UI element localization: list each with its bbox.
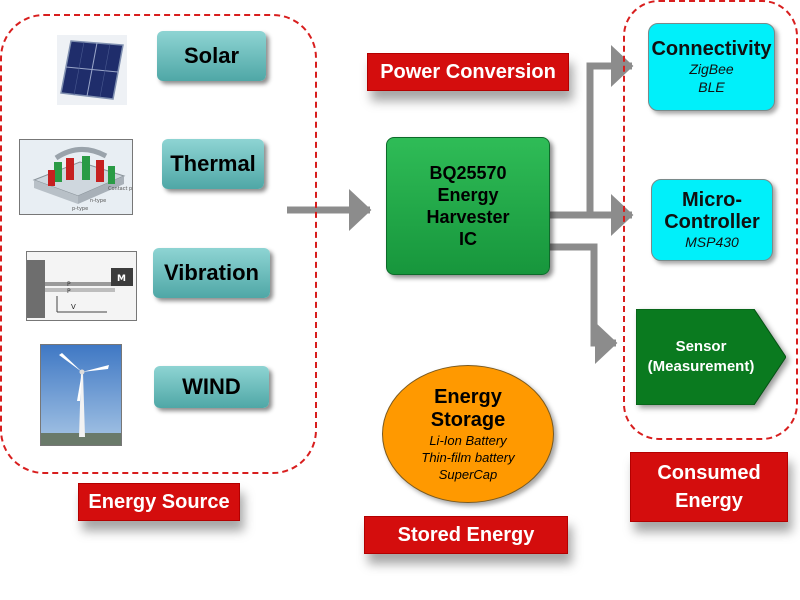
source-wind: WIND — [154, 366, 269, 408]
wind-turbine-image — [40, 344, 122, 446]
stored-energy-text: Stored Energy — [397, 523, 535, 546]
consumed-energy-line-2: Energy — [675, 490, 743, 512]
connectivity-ble: BLE — [698, 79, 725, 95]
storage-item-li-ion: Li-Ion Battery — [429, 432, 507, 448]
source-solar: Solar — [157, 31, 266, 81]
consumed-energy-group — [623, 0, 798, 440]
sensor-line-1: Sensor — [675, 338, 727, 355]
stored-energy-label: Stored Energy — [364, 516, 568, 554]
storage-title-1: Energy — [434, 385, 502, 408]
source-wind-label: WIND — [182, 374, 241, 399]
energy-storage-ellipse: Energy Storage Li-Ion Battery Thin-film … — [382, 365, 554, 503]
source-thermal-label: Thermal — [170, 151, 256, 176]
storage-item-thin-film: Thin-film battery — [421, 449, 515, 465]
sensor-pentagon: Sensor (Measurement) — [636, 309, 786, 405]
svg-text:p-type: p-type — [72, 206, 88, 212]
sensor-pentagon-shape — [636, 309, 786, 405]
power-conversion-text: Power Conversion — [380, 60, 556, 83]
ic-to-connectivity-arrow — [586, 45, 634, 215]
energy-source-label: Energy Source — [78, 483, 240, 521]
sensor-text: Sensor (Measurement) — [636, 309, 766, 405]
thermoelectric-image: Contact pads n-type p-type — [19, 139, 133, 215]
micro-title-1: Micro- — [682, 189, 742, 211]
connectivity-title: Connectivity — [651, 38, 772, 60]
svg-text:V: V — [71, 303, 76, 311]
micro-msp430: MSP430 — [685, 234, 739, 250]
ic-line-energy: Energy — [437, 185, 499, 205]
storage-title-2: Storage — [430, 408, 506, 431]
svg-text:M: M — [117, 274, 126, 284]
energy-source-group — [0, 14, 317, 474]
source-thermal: Thermal — [162, 139, 264, 189]
ic-line-part: BQ25570 — [429, 163, 507, 183]
consumed-energy-label: Consumed Energy — [630, 452, 788, 522]
connectivity-zigbee: ZigBee — [689, 61, 734, 77]
connectivity-box: Connectivity ZigBee BLE — [648, 23, 775, 111]
microcontroller-box: Micro- Controller MSP430 — [651, 179, 773, 261]
ic-line-ic: IC — [459, 229, 477, 249]
source-solar-label: Solar — [183, 43, 240, 68]
svg-text:Contact pads: Contact pads — [108, 186, 133, 192]
svg-text:P: P — [67, 281, 71, 288]
ic-line-harvester: Harvester — [426, 207, 510, 227]
storage-item-supercap: SuperCap — [438, 466, 498, 482]
bq25570-ic-box: BQ25570 Energy Harvester IC — [386, 137, 550, 275]
vibration-harvester-image: M P P V — [26, 251, 137, 321]
ic-to-sensor-arrow — [548, 243, 618, 364]
micro-title-2: Controller — [664, 211, 760, 233]
power-conversion-label: Power Conversion — [367, 53, 569, 91]
consumed-energy-line-1: Consumed — [657, 462, 761, 484]
source-vibration: Vibration — [153, 248, 270, 298]
sensor-line-2: (Measurement) — [647, 358, 755, 375]
svg-text:n-type: n-type — [90, 198, 106, 204]
source-vibration-label: Vibration — [164, 260, 259, 285]
energy-source-text: Energy Source — [88, 490, 230, 513]
svg-text:P: P — [67, 288, 71, 295]
solar-panel-image — [57, 35, 127, 105]
